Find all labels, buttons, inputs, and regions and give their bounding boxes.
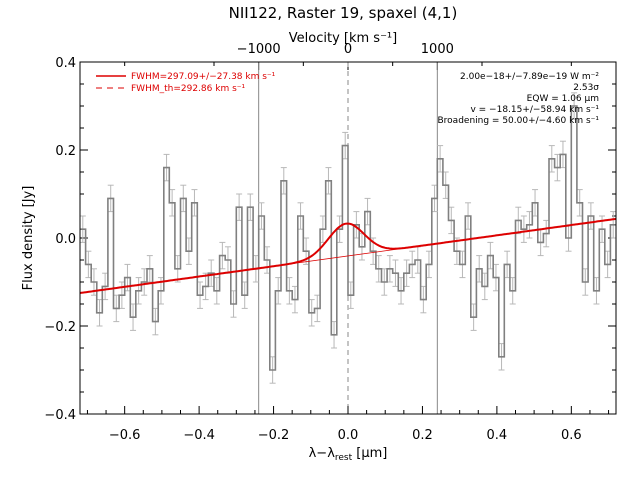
y-tick-label: 0.0 (55, 232, 76, 247)
y-tick-label: 0.4 (55, 56, 76, 71)
y-axis-ticks: −0.4 −0.2 0.0 0.2 0.4 (44, 56, 616, 423)
x-tick-label: −0.4 (183, 428, 215, 443)
y-tick-label: −0.2 (44, 320, 76, 335)
fit-series (79, 217, 617, 294)
x-axis-title-main: λ−λ (309, 446, 336, 461)
annotation-velocity: v = −18.15+/−58.94 km s⁻¹ (470, 105, 599, 115)
top-axis-label: Velocity [km s⁻¹] (289, 31, 397, 46)
annotation-significance: 2.53σ (573, 83, 599, 93)
y-tick-label: 0.2 (55, 144, 76, 159)
legend: FWHM=297.09+/−27.38 km s⁻¹ FWHM_th=292.8… (96, 72, 276, 94)
x-axis-ticks: −0.6 −0.4 −0.2 0.0 0.2 0.4 0.6 (86, 406, 610, 443)
annotation-flux: 2.00e−18+/−7.89e−19 W m⁻² (460, 72, 599, 82)
annotation-eqw: EQW = 1.06 μm (527, 94, 599, 104)
x-tick-label: −0.2 (258, 428, 290, 443)
fit-line (79, 217, 617, 294)
x-tick-label: 0.6 (561, 428, 582, 443)
x-axis-title-unit: [μm] (352, 446, 387, 461)
legend-label-fwhm: FWHM=297.09+/−27.38 km s⁻¹ (131, 72, 276, 82)
x-tick-label: −0.6 (109, 428, 141, 443)
top-tick-label: −1000 (237, 42, 281, 57)
x-tick-label: 0.4 (487, 428, 508, 443)
plot-frame (79, 61, 617, 415)
x-tick-label: 0.0 (338, 428, 359, 443)
annotation-broadening: Broadening = 50.00+/−4.60 km s⁻¹ (438, 116, 600, 126)
x-tick-label: 0.2 (412, 428, 433, 443)
x-axis-title-sub: rest (335, 453, 353, 463)
chart-title: NII122, Raster 19, spaxel (4,1) (229, 4, 458, 22)
top-tick-label: 1000 (421, 42, 454, 57)
spectrum-series (79, 92, 617, 384)
spectrum-step-line (80, 105, 616, 371)
legend-label-fwhm-th: FWHM_th=292.86 km s⁻¹ (131, 84, 246, 94)
top-axis-ticks: −1000 0 1000 (124, 42, 572, 70)
top-tick-label: 0 (344, 42, 352, 57)
y-tick-label: −0.4 (44, 408, 76, 423)
y-axis-title: Flux density [Jy] (21, 186, 36, 291)
fit-annotations: 2.00e−18+/−7.89e−19 W m⁻² 2.53σ EQW = 1.… (438, 72, 600, 126)
x-axis-title: λ−λrest [μm] (309, 446, 388, 463)
